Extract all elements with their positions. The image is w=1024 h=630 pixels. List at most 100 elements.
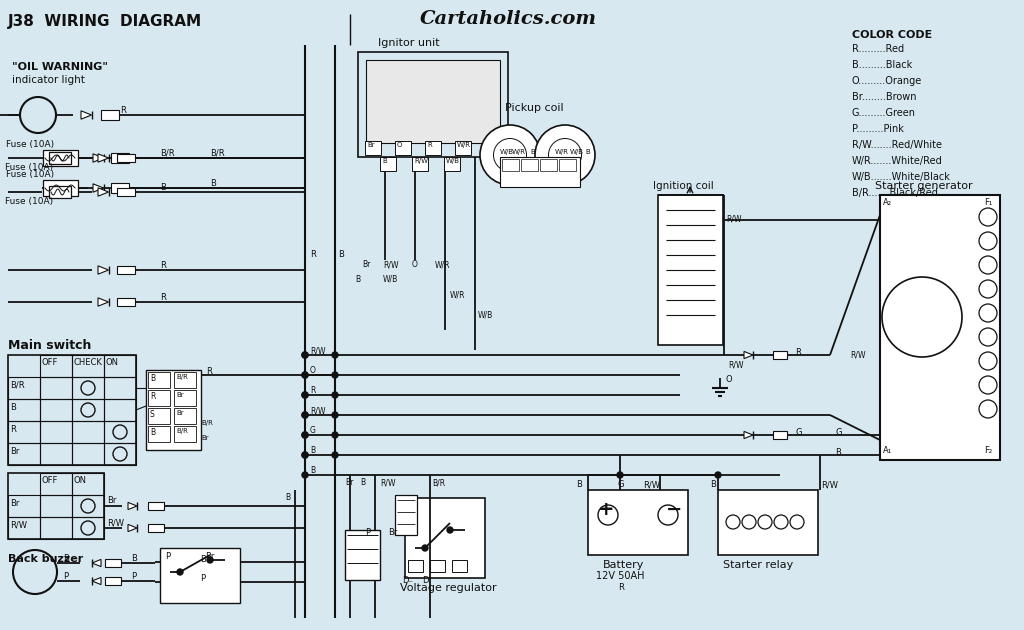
Bar	[117, 188, 135, 196]
Bar	[773, 351, 787, 359]
Text: B: B	[355, 275, 360, 284]
Text: B/R: B/R	[160, 149, 175, 158]
Circle shape	[617, 472, 623, 478]
Circle shape	[480, 125, 540, 185]
Bar	[117, 298, 135, 306]
Polygon shape	[93, 184, 103, 192]
Text: Ignitor unit: Ignitor unit	[378, 38, 439, 48]
Text: B/R.......Black/Red: B/R.......Black/Red	[852, 188, 938, 198]
Text: S: S	[150, 410, 155, 419]
Bar	[395, 495, 417, 535]
Bar	[500, 157, 580, 187]
Text: R: R	[618, 583, 624, 592]
Text: R/W: R/W	[310, 346, 326, 355]
Polygon shape	[81, 111, 91, 119]
Text: B/R: B/R	[432, 478, 445, 487]
Bar	[380, 157, 396, 171]
Circle shape	[332, 432, 338, 438]
Text: Starter generator: Starter generator	[874, 181, 973, 191]
Text: R/W: R/W	[383, 260, 398, 269]
Bar	[8, 443, 40, 465]
Bar	[104, 377, 136, 399]
Polygon shape	[98, 298, 109, 306]
Bar	[773, 431, 787, 439]
Text: Voltage regulator: Voltage regulator	[400, 583, 497, 593]
Bar	[148, 524, 164, 532]
Text: Br: Br	[106, 496, 117, 505]
Text: W/B: W/B	[570, 149, 584, 155]
Bar	[430, 560, 445, 572]
Text: R.........Red: R.........Red	[852, 44, 904, 54]
Bar	[408, 560, 423, 572]
Text: indicator light: indicator light	[12, 75, 85, 85]
Bar	[502, 159, 519, 171]
Text: F₂: F₂	[984, 446, 992, 455]
Bar	[425, 141, 441, 155]
Bar	[8, 473, 104, 539]
Text: "OIL WARNING": "OIL WARNING"	[12, 62, 108, 72]
Bar	[8, 399, 40, 421]
Text: Ignition coil: Ignition coil	[653, 181, 714, 191]
Bar	[49, 152, 71, 164]
Text: COLOR CODE: COLOR CODE	[852, 30, 932, 40]
Text: R: R	[160, 261, 166, 270]
Text: B: B	[200, 555, 206, 564]
Bar	[455, 141, 471, 155]
Text: B: B	[10, 403, 16, 412]
Text: Pickup coil: Pickup coil	[505, 103, 563, 113]
Bar	[406, 498, 485, 578]
Bar	[444, 157, 460, 171]
Text: B: B	[585, 149, 590, 155]
Text: O: O	[397, 142, 402, 148]
Text: F₁: F₁	[984, 198, 992, 207]
Text: R/W: R/W	[414, 158, 428, 164]
Bar	[174, 372, 196, 388]
Circle shape	[302, 352, 308, 358]
Text: W/R: W/R	[450, 290, 466, 299]
Bar	[559, 159, 575, 171]
Polygon shape	[93, 154, 103, 162]
Circle shape	[302, 432, 308, 438]
Text: R: R	[150, 392, 156, 401]
Text: G.........Green: G.........Green	[852, 108, 916, 118]
Bar	[366, 60, 500, 143]
Bar	[880, 195, 1000, 460]
Bar	[72, 399, 104, 421]
Text: W/R: W/R	[457, 142, 471, 148]
Circle shape	[715, 472, 721, 478]
Text: OFF: OFF	[42, 476, 58, 485]
Bar	[49, 186, 71, 198]
Text: ON: ON	[106, 358, 119, 367]
Text: G: G	[310, 426, 315, 435]
Bar	[174, 426, 196, 442]
Bar	[174, 390, 196, 406]
Polygon shape	[98, 266, 109, 274]
Text: B: B	[285, 493, 290, 502]
Bar	[40, 473, 72, 495]
Text: R/W: R/W	[726, 215, 741, 224]
Text: B: B	[835, 448, 841, 457]
Text: B: B	[338, 250, 344, 259]
Polygon shape	[128, 524, 137, 532]
Bar	[117, 266, 135, 274]
Text: B/R: B/R	[210, 149, 224, 158]
Text: R: R	[10, 425, 16, 434]
Bar	[104, 399, 136, 421]
Bar	[718, 490, 818, 555]
Bar	[40, 517, 72, 539]
Text: Br: Br	[176, 410, 183, 416]
Text: R: R	[120, 106, 126, 115]
Bar	[174, 408, 196, 424]
Bar	[40, 399, 72, 421]
Circle shape	[302, 412, 308, 418]
Text: 12V 50AH: 12V 50AH	[596, 571, 644, 581]
Text: O: O	[310, 366, 315, 375]
Circle shape	[302, 452, 308, 458]
Bar	[40, 377, 72, 399]
Text: Cartaholics.com: Cartaholics.com	[420, 10, 597, 28]
Bar	[40, 355, 72, 377]
Text: W/R: W/R	[512, 149, 526, 155]
Text: W/R.......White/Red: W/R.......White/Red	[852, 156, 943, 166]
Text: W/B: W/B	[446, 158, 460, 164]
Bar	[105, 559, 121, 567]
